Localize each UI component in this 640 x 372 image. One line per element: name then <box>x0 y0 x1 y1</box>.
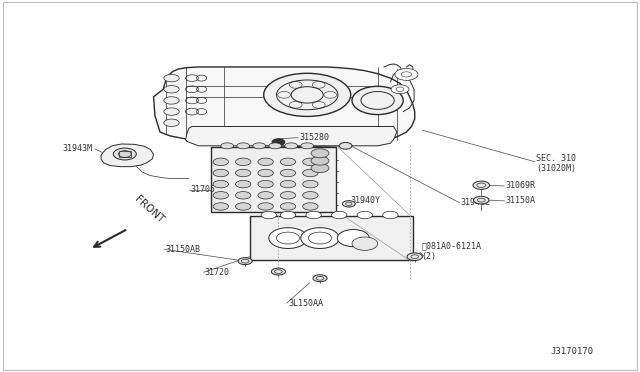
Ellipse shape <box>357 211 372 219</box>
Ellipse shape <box>164 86 179 93</box>
Text: 31150AB: 31150AB <box>165 245 200 254</box>
Ellipse shape <box>474 196 489 204</box>
Ellipse shape <box>311 156 329 165</box>
Ellipse shape <box>303 169 318 177</box>
Text: 31150A: 31150A <box>506 196 536 205</box>
Ellipse shape <box>303 180 318 188</box>
Text: 31720: 31720 <box>205 268 230 277</box>
Ellipse shape <box>213 203 228 210</box>
Text: SEC. 310
(31020M): SEC. 310 (31020M) <box>536 154 576 173</box>
Bar <box>211 147 336 212</box>
Text: J3170170: J3170170 <box>550 347 593 356</box>
Text: 31069R: 31069R <box>506 182 536 190</box>
Ellipse shape <box>264 73 351 116</box>
Ellipse shape <box>383 211 398 219</box>
Ellipse shape <box>337 230 369 247</box>
Text: 31943M: 31943M <box>63 144 93 153</box>
Ellipse shape <box>164 97 179 104</box>
Ellipse shape <box>236 192 251 199</box>
Text: 3L150AA: 3L150AA <box>288 299 323 308</box>
Ellipse shape <box>303 192 318 199</box>
Ellipse shape <box>269 228 307 248</box>
Ellipse shape <box>280 158 296 166</box>
Ellipse shape <box>258 158 273 166</box>
Ellipse shape <box>213 169 228 177</box>
Ellipse shape <box>236 169 251 177</box>
Ellipse shape <box>280 203 296 210</box>
Ellipse shape <box>303 203 318 210</box>
Ellipse shape <box>236 180 251 188</box>
Ellipse shape <box>285 143 298 149</box>
Text: FRONT: FRONT <box>133 194 166 225</box>
Text: Ⓑ081A0-6121A
(2): Ⓑ081A0-6121A (2) <box>421 241 481 261</box>
Bar <box>119 151 131 157</box>
Ellipse shape <box>391 85 409 94</box>
Ellipse shape <box>261 211 276 219</box>
Ellipse shape <box>313 275 327 282</box>
Text: 31940Y: 31940Y <box>351 196 381 205</box>
Ellipse shape <box>301 143 314 149</box>
Polygon shape <box>101 144 154 167</box>
Ellipse shape <box>113 148 136 160</box>
Ellipse shape <box>269 143 282 149</box>
Ellipse shape <box>213 180 228 188</box>
Ellipse shape <box>237 143 250 149</box>
Ellipse shape <box>213 192 228 199</box>
Ellipse shape <box>258 169 273 177</box>
Ellipse shape <box>280 180 296 188</box>
Ellipse shape <box>395 68 418 80</box>
Ellipse shape <box>164 119 179 126</box>
Bar <box>250 216 413 260</box>
Ellipse shape <box>236 158 251 166</box>
Ellipse shape <box>280 192 296 199</box>
Ellipse shape <box>221 143 234 149</box>
Text: 31705: 31705 <box>191 185 216 194</box>
Ellipse shape <box>339 142 352 149</box>
Polygon shape <box>154 67 415 146</box>
Ellipse shape <box>311 149 329 158</box>
Ellipse shape <box>164 108 179 115</box>
Ellipse shape <box>238 258 252 264</box>
Ellipse shape <box>258 203 273 210</box>
Ellipse shape <box>407 253 422 260</box>
Ellipse shape <box>342 201 355 207</box>
Ellipse shape <box>301 228 339 248</box>
Ellipse shape <box>258 192 273 199</box>
Ellipse shape <box>258 180 273 188</box>
Polygon shape <box>186 126 397 146</box>
Ellipse shape <box>213 158 228 166</box>
Ellipse shape <box>306 211 321 219</box>
Ellipse shape <box>271 268 285 275</box>
Ellipse shape <box>332 211 347 219</box>
Ellipse shape <box>473 181 490 189</box>
Ellipse shape <box>352 237 378 250</box>
Text: 315280: 315280 <box>300 133 330 142</box>
Ellipse shape <box>303 158 318 166</box>
Ellipse shape <box>253 143 266 149</box>
Text: 31941E: 31941E <box>461 198 491 207</box>
Ellipse shape <box>311 164 329 173</box>
Ellipse shape <box>280 211 296 219</box>
Ellipse shape <box>272 139 285 145</box>
Ellipse shape <box>164 74 179 82</box>
Ellipse shape <box>236 203 251 210</box>
Ellipse shape <box>280 169 296 177</box>
Ellipse shape <box>352 86 403 115</box>
